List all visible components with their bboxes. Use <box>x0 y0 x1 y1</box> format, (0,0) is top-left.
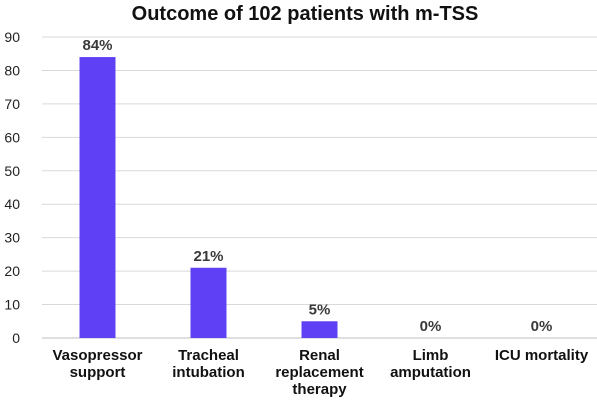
y-tick-label: 30 <box>4 230 20 246</box>
gridlines <box>42 36 597 306</box>
category-label: Tracheal intubation <box>172 347 244 381</box>
bars <box>79 57 338 339</box>
data-labels: 84% 21% 5% 0% 0% <box>82 37 552 335</box>
y-tick-label: 60 <box>4 129 20 145</box>
y-tick-label: 90 <box>4 29 20 45</box>
data-label: 0% <box>420 318 442 335</box>
category-labels: Vasopressor support Tracheal intubation Rena… <box>52 347 588 398</box>
y-axis-ticks: 0 10 20 30 40 50 60 70 80 90 <box>4 29 20 346</box>
category-label: ICU mortality <box>495 347 589 364</box>
category-label: Vasopressor support <box>52 347 142 381</box>
data-label: 0% <box>531 318 553 335</box>
bar-0 <box>79 57 116 339</box>
category-label: Renal replacement therapy <box>275 347 363 398</box>
chart-title: Outcome of 102 patients with m-TSS <box>132 3 479 25</box>
y-tick-label: 70 <box>4 96 20 112</box>
bar-2 <box>301 321 338 338</box>
bar-1 <box>190 267 227 338</box>
y-tick-label: 50 <box>4 163 20 179</box>
y-tick-label: 10 <box>4 297 20 313</box>
y-tick-label: 80 <box>4 62 20 78</box>
category-label: Limb amputation <box>390 347 471 381</box>
y-tick-label: 20 <box>4 263 20 279</box>
data-label: 21% <box>193 248 223 265</box>
y-tick-label: 0 <box>12 330 20 346</box>
y-tick-label: 40 <box>4 196 20 212</box>
data-label: 5% <box>309 301 331 318</box>
data-label: 84% <box>82 37 112 54</box>
